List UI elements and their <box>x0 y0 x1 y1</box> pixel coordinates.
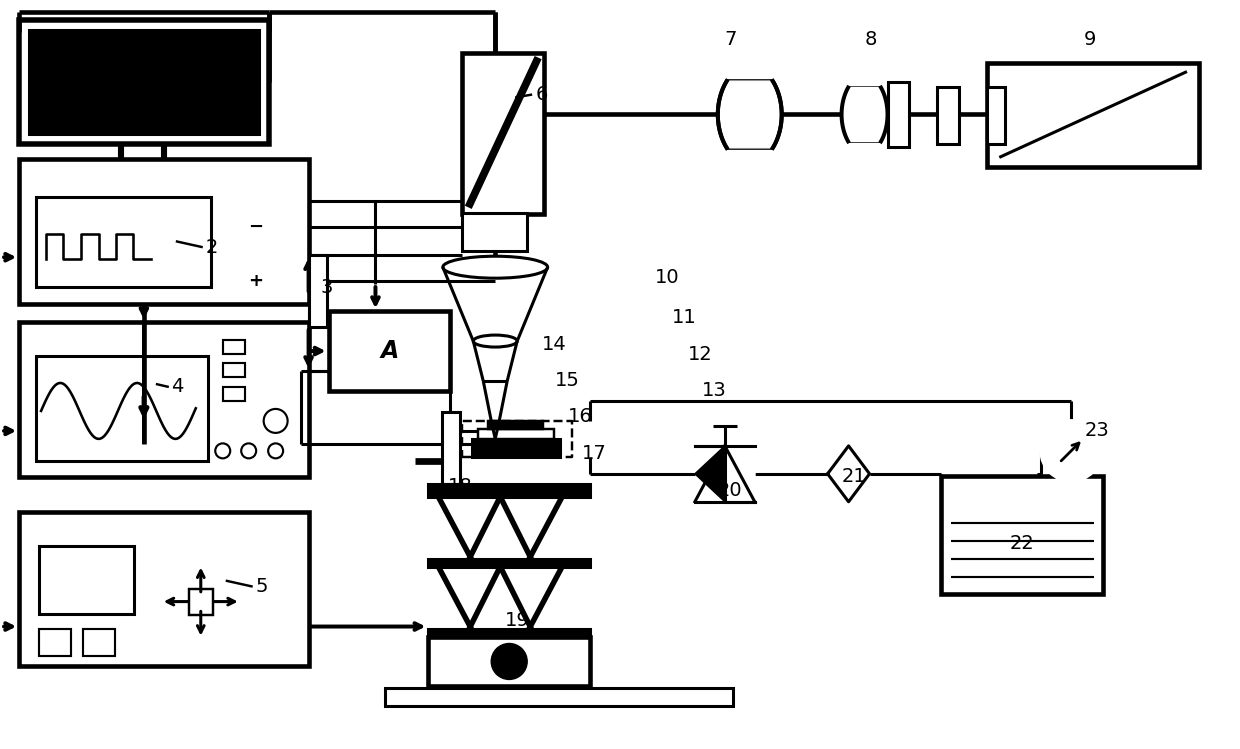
Circle shape <box>1042 421 1101 481</box>
Text: 20: 20 <box>718 482 743 500</box>
Text: +: + <box>248 272 263 290</box>
Bar <box>463 213 527 251</box>
Bar <box>36 197 211 287</box>
Bar <box>83 628 115 656</box>
Circle shape <box>491 643 527 679</box>
Polygon shape <box>842 88 888 142</box>
Bar <box>428 559 590 567</box>
Bar <box>463 52 544 214</box>
Text: 9: 9 <box>1084 30 1096 49</box>
Bar <box>29 30 259 135</box>
Ellipse shape <box>443 256 548 278</box>
Bar <box>223 363 244 377</box>
Bar <box>19 322 309 477</box>
Bar <box>428 484 590 497</box>
Text: 1: 1 <box>201 85 213 104</box>
Text: 16: 16 <box>568 407 593 426</box>
Text: 10: 10 <box>655 267 680 287</box>
Bar <box>479 429 554 439</box>
Bar <box>223 340 244 354</box>
Text: 19: 19 <box>505 611 529 630</box>
Bar <box>19 19 269 145</box>
Bar <box>472 439 560 457</box>
Text: −: − <box>248 218 263 236</box>
Ellipse shape <box>474 335 517 347</box>
Text: 23: 23 <box>1084 422 1109 440</box>
Bar <box>987 63 1199 167</box>
Bar <box>19 160 309 304</box>
Bar <box>443 412 460 484</box>
Text: 21: 21 <box>842 467 867 486</box>
Bar <box>36 356 208 461</box>
Bar <box>223 387 244 401</box>
Bar <box>888 82 909 148</box>
Bar <box>386 688 733 706</box>
Polygon shape <box>725 446 755 502</box>
Text: 4: 4 <box>171 377 184 396</box>
Text: 3: 3 <box>321 278 332 297</box>
Text: A: A <box>381 339 398 363</box>
Text: 6: 6 <box>536 85 548 104</box>
Text: 13: 13 <box>702 381 727 401</box>
Text: 7: 7 <box>725 30 738 49</box>
Bar <box>329 311 450 391</box>
Bar <box>428 637 590 686</box>
Bar <box>309 255 326 327</box>
Text: 18: 18 <box>449 477 474 497</box>
Text: 2: 2 <box>206 237 218 257</box>
Bar <box>19 512 309 667</box>
Bar <box>428 628 590 637</box>
Text: 11: 11 <box>672 308 697 327</box>
Text: 14: 14 <box>542 335 567 354</box>
Text: 22: 22 <box>1009 534 1034 554</box>
Bar <box>937 87 960 145</box>
Polygon shape <box>718 81 781 148</box>
Text: 17: 17 <box>582 444 606 464</box>
Bar <box>40 546 134 613</box>
Bar <box>489 421 543 429</box>
Text: 5: 5 <box>255 577 268 596</box>
Text: 12: 12 <box>688 345 713 363</box>
Text: 15: 15 <box>556 372 580 390</box>
Bar <box>188 589 213 614</box>
Bar <box>941 476 1104 594</box>
Bar <box>987 87 1006 145</box>
Bar <box>83 178 205 197</box>
Polygon shape <box>827 446 869 502</box>
Polygon shape <box>694 446 725 502</box>
Bar <box>40 628 71 656</box>
Text: 8: 8 <box>864 30 877 49</box>
